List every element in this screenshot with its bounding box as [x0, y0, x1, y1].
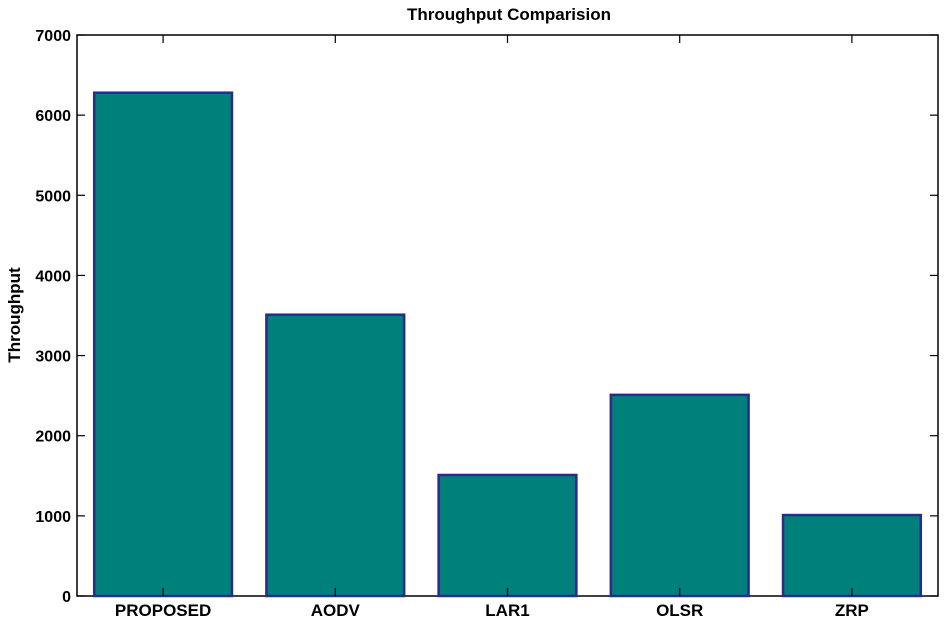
y-tick-label: 0 [62, 589, 71, 606]
chart-title: Throughput Comparision [407, 5, 611, 24]
x-tick-label: LAR1 [485, 601, 529, 620]
bar-proposed [92, 91, 234, 598]
x-tick-label: PROPOSED [115, 601, 211, 620]
y-tick-label: 3000 [35, 349, 71, 366]
y-tick-label: 1000 [35, 509, 71, 526]
plot-area: 0 1000 2000 3000 4000 5000 6000 7000 PROPOSED AOD… [35, 28, 939, 620]
bar-zrp [781, 513, 923, 598]
y-tick-label: 6000 [35, 108, 71, 125]
x-tick-label: AODV [311, 601, 361, 620]
y-tick-label: 7000 [35, 28, 71, 45]
bar-lar1 [437, 473, 578, 598]
y-tick-label: 4000 [35, 268, 71, 285]
bar-olsr [609, 393, 750, 598]
bar-aodv [265, 313, 406, 598]
x-tick-label: OLSR [656, 601, 703, 620]
y-tick-label: 5000 [35, 188, 71, 205]
x-tick-label: ZRP [835, 601, 869, 620]
y-axis-label: Throughput [5, 267, 24, 363]
y-tick-label: 2000 [35, 429, 71, 446]
